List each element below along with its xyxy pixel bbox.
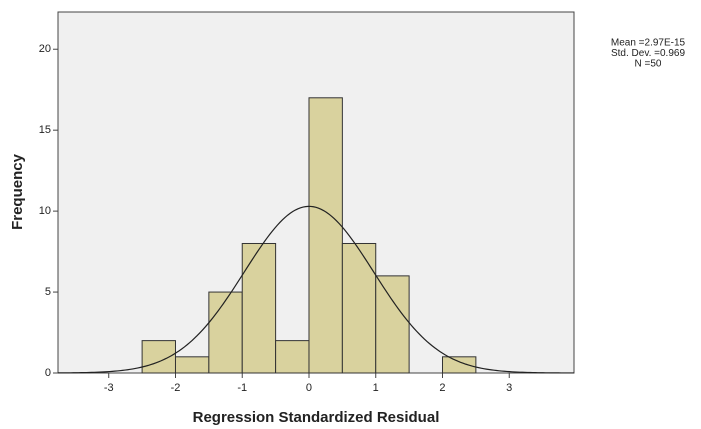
- y-tick-label: 15: [39, 124, 51, 136]
- y-tick-label: 10: [39, 205, 51, 217]
- x-tick-label: -2: [171, 382, 181, 394]
- x-tick-label: 0: [306, 382, 312, 394]
- stat-label: Std. Dev. =0.969: [611, 48, 685, 59]
- stat-label: Mean =2.97E-15: [611, 38, 686, 49]
- y-tick-label: 20: [39, 43, 51, 55]
- bar: [241, 242, 277, 374]
- x-tick-label: -1: [237, 382, 247, 394]
- x-tick-label: 2: [439, 382, 445, 394]
- stat-label: N =50: [635, 59, 662, 70]
- x-tick-label: 1: [373, 382, 379, 394]
- y-tick-label: 0: [45, 367, 51, 379]
- bar: [174, 356, 210, 374]
- x-tick-label: -3: [104, 382, 114, 394]
- y-axis-title: Frequency: [9, 153, 26, 230]
- bar: [308, 97, 343, 374]
- bar: [208, 291, 243, 374]
- bar: [441, 356, 477, 374]
- normal-curve: [57, 205, 574, 374]
- y-tick-label: 5: [45, 286, 51, 298]
- x-tick-label: 3: [506, 382, 512, 394]
- x-axis-title: Regression Standardized Residual: [193, 409, 440, 426]
- bar: [275, 340, 310, 374]
- bar: [341, 242, 377, 374]
- bar: [375, 275, 410, 374]
